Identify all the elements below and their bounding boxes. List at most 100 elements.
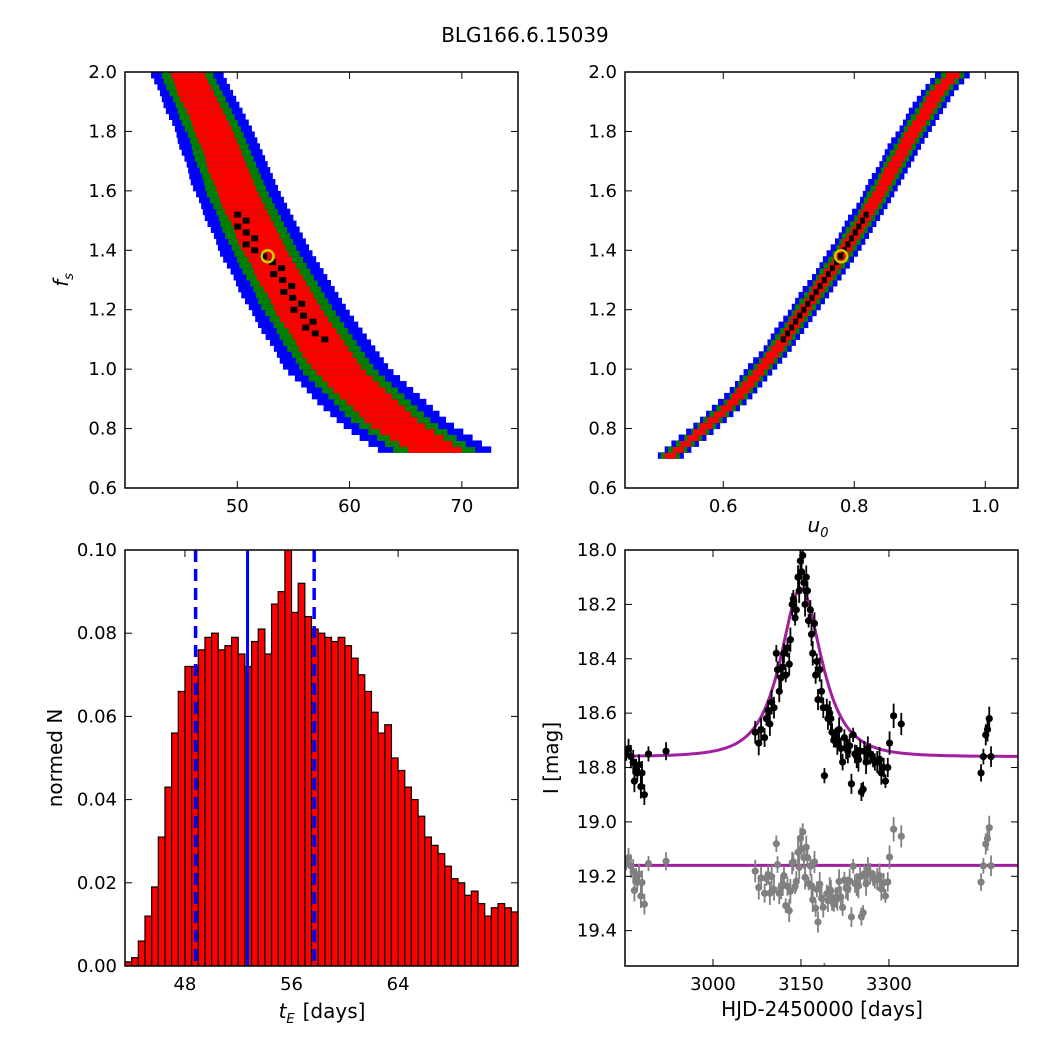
- y-tick-label: 0.06: [77, 706, 117, 727]
- hist-xlabel: tE [days]: [279, 999, 366, 1027]
- residual-point: [780, 872, 788, 880]
- hist-bar: [618, 964, 625, 966]
- heatmap-cell: [934, 83, 949, 91]
- heatmap-cell: [770, 345, 784, 352]
- hist-bar: [457, 882, 466, 966]
- hist-bar: [490, 907, 499, 966]
- best-cell: [797, 312, 803, 319]
- best-cell: [298, 300, 306, 307]
- panel-te-histogram: 48 56 640.000.020.040.060.080.10 tE [days] …: [43, 540, 625, 1027]
- residual-point: [862, 880, 870, 888]
- hist-bar: [330, 640, 339, 966]
- y-tick-label: 2.0: [88, 62, 117, 83]
- residual-point: [630, 886, 638, 895]
- heatmap-cell: [946, 72, 960, 79]
- data-point: [835, 725, 843, 734]
- x-tick-label: 56: [280, 974, 303, 995]
- data-point: [979, 753, 987, 761]
- best-cell: [311, 330, 319, 337]
- heatmap-cell: [222, 202, 265, 210]
- heatmap-cell: [898, 143, 912, 150]
- heatmap-cell: [175, 83, 212, 91]
- heatmap-cell: [311, 363, 362, 370]
- y-tick-label: 0.6: [588, 478, 617, 499]
- data-point: [782, 671, 790, 679]
- best-cell: [242, 241, 250, 248]
- heatmap-cell: [177, 89, 214, 97]
- heatmap-cell: [292, 333, 341, 340]
- residual-point: [782, 901, 790, 910]
- residual-point: [985, 824, 993, 832]
- data-point: [789, 595, 797, 603]
- data-point: [820, 772, 829, 780]
- hist-bar: [497, 902, 506, 966]
- hist-bar: [410, 798, 419, 966]
- hist-bar: [484, 915, 492, 966]
- residual-point: [772, 840, 780, 848]
- residual-point: [773, 860, 782, 869]
- heatmap-cell: [904, 131, 919, 138]
- y-tick-label: 0.6: [88, 478, 117, 499]
- data-point: [761, 734, 769, 742]
- heatmap-cell: [208, 167, 249, 174]
- heatmap-cell: [664, 452, 677, 459]
- heatmap-cell: [171, 72, 206, 79]
- heatmap-cell: [220, 196, 262, 204]
- heatmap-cell: [883, 167, 899, 174]
- data-point: [897, 720, 905, 728]
- x-tick-label: 3000: [690, 974, 736, 995]
- heatmap-cell: [201, 143, 240, 150]
- x-tick-label: 70: [450, 496, 473, 517]
- data-point: [816, 666, 824, 674]
- data-point: [985, 714, 993, 723]
- hist-bar: [357, 674, 366, 966]
- y-tick-label: 0.08: [77, 623, 117, 644]
- figure-title: BLG166.6.15039: [441, 23, 609, 47]
- hist-bar: [284, 550, 293, 966]
- y-tick-label: 1.6: [588, 181, 617, 202]
- heatmap-cell: [761, 357, 774, 364]
- hist-bar: [477, 902, 486, 966]
- data-point: [635, 761, 643, 769]
- hist-bar: [137, 940, 146, 966]
- best-cell: [863, 211, 869, 218]
- best-cell: [242, 217, 250, 224]
- heatmap-cell: [832, 256, 846, 263]
- x-tick-label: 48: [173, 974, 196, 995]
- heatmap-cell: [907, 125, 923, 132]
- best-cell: [852, 229, 858, 236]
- heatmap-cell: [234, 226, 277, 233]
- hist-bar: [230, 636, 239, 966]
- hist-bar: [404, 786, 413, 966]
- data-point: [827, 714, 835, 723]
- data-point: [847, 780, 856, 788]
- data-point: [849, 731, 857, 739]
- best-cell: [251, 235, 259, 242]
- hist-bar: [151, 886, 159, 966]
- data-point: [813, 657, 821, 666]
- hist-bar: [270, 603, 279, 966]
- xlabel-u-sub: 0: [820, 526, 828, 541]
- residual-point: [979, 862, 987, 870]
- x-tick-label: 3150: [778, 974, 824, 995]
- hist-xlabel-unit: [days]: [303, 999, 366, 1023]
- heatmap-cell: [714, 410, 726, 418]
- hist-bar: [424, 836, 433, 966]
- hist-bar: [525, 929, 532, 966]
- residual-point: [789, 858, 797, 866]
- heatmap-cell: [699, 422, 713, 430]
- hist-bar: [598, 962, 605, 966]
- hist-bar: [397, 769, 406, 966]
- y-tick-label: 18.2: [577, 594, 617, 615]
- heatmap-cell: [206, 161, 247, 168]
- panel-te-histogram-plot: 48 56 64 0.00 0.02 0.04 0.06 0.08 0.10: [77, 540, 625, 995]
- panel-fs-vs-te: 50 60 70 0.6 0.8 1.0 1.2 1.4 1.6 1.8 2.0 fs: [49, 62, 519, 517]
- best-cell: [805, 300, 811, 307]
- residual-point: [810, 858, 819, 866]
- lightcurve-data: [625, 550, 1018, 966]
- heatmap-cell: [279, 315, 329, 323]
- hist-bar: [578, 954, 585, 966]
- data-point: [866, 750, 874, 758]
- data-point: [806, 606, 814, 614]
- heatmap-cell: [296, 339, 345, 346]
